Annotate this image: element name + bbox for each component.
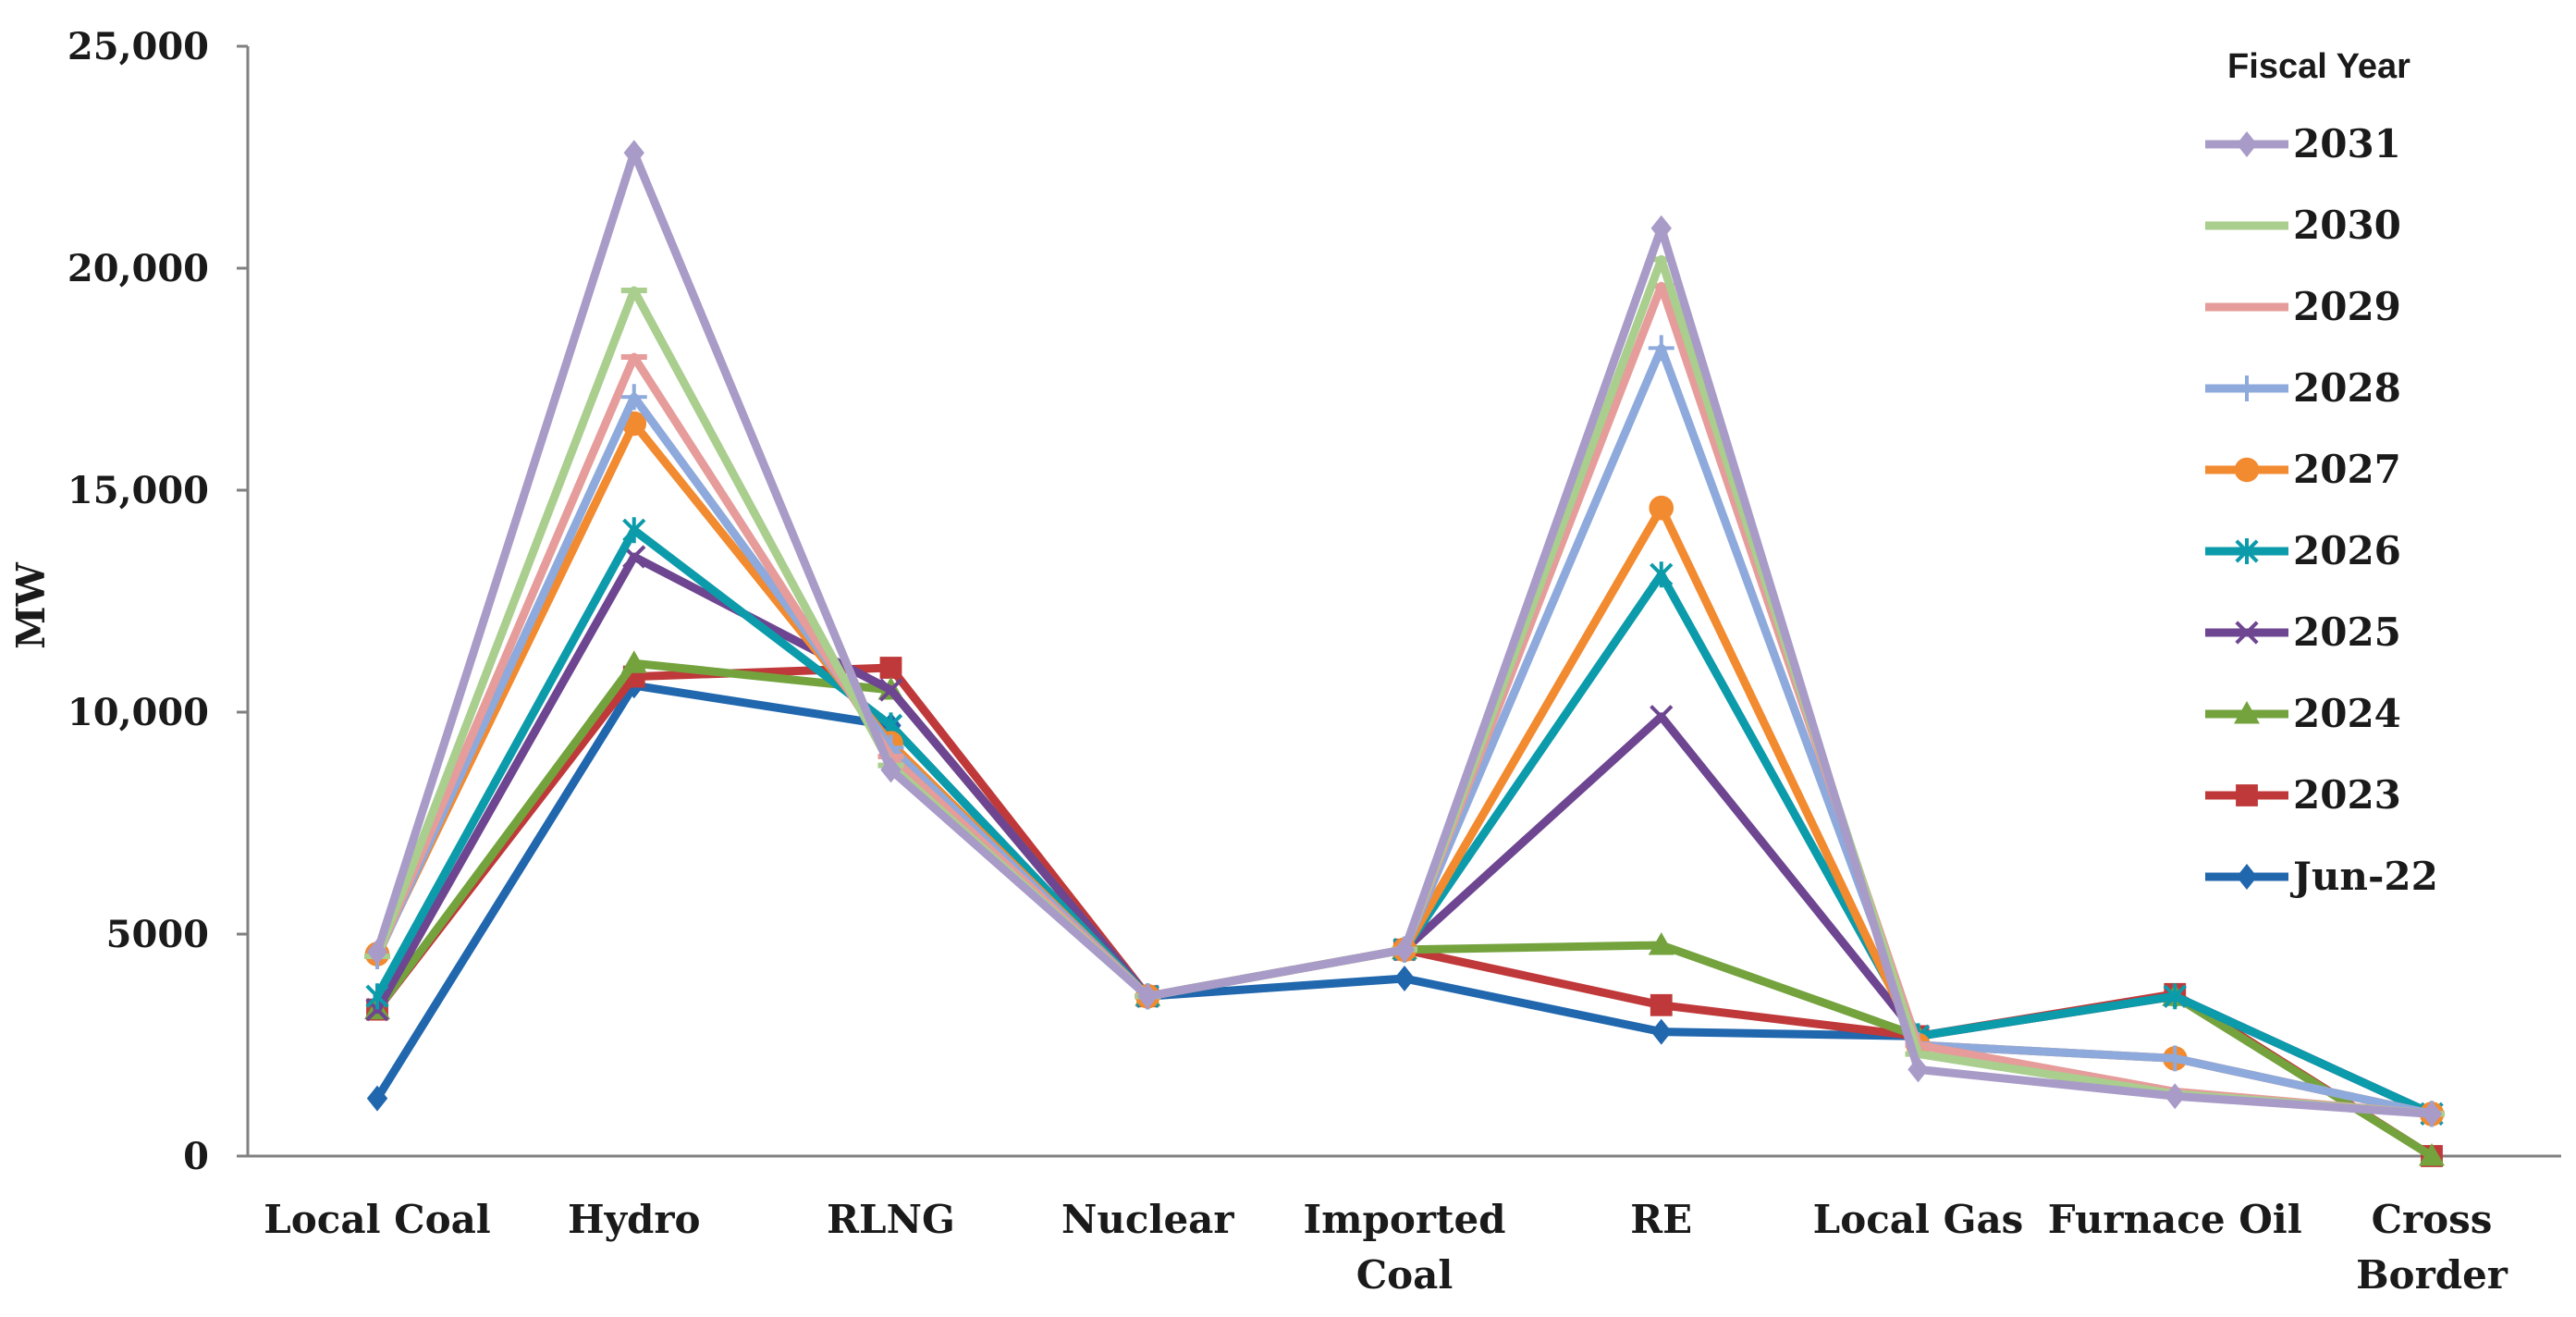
data-point xyxy=(2421,1101,2443,1127)
legend-item: 2028 xyxy=(2205,365,2401,411)
data-point xyxy=(2234,457,2260,483)
data-point xyxy=(1393,966,1416,991)
x-tick-label-line: Local Coal xyxy=(264,1197,491,1242)
y-tick-label: 15,000 xyxy=(67,469,209,512)
y-axis-label: MW xyxy=(8,561,54,648)
x-tick-label-line: Local Gas xyxy=(1813,1197,2024,1242)
legend-item: 2023 xyxy=(2205,772,2401,818)
series-line xyxy=(373,419,2436,1118)
data-point xyxy=(2235,621,2259,645)
x-tick-label-line: RLNG xyxy=(827,1197,955,1242)
y-tick-label: 0 xyxy=(183,1135,209,1178)
legend-label: 2031 xyxy=(2293,121,2401,166)
x-tick-label-line: Border xyxy=(2356,1252,2509,1298)
legend-label: 2029 xyxy=(2293,284,2401,329)
x-tick-label: Local Gas xyxy=(1813,1197,2024,1242)
data-point xyxy=(2234,701,2260,724)
legend-item: 2030 xyxy=(2205,203,2401,248)
data-point xyxy=(366,939,388,966)
data-point xyxy=(620,384,647,411)
x-tick-label-line: Cross xyxy=(2372,1197,2493,1242)
data-point xyxy=(365,983,389,1010)
data-point xyxy=(880,757,902,783)
legend-item: 2026 xyxy=(2205,528,2401,573)
x-tick-label: RE xyxy=(1630,1197,1692,1242)
data-point xyxy=(620,650,647,673)
data-point xyxy=(2165,1083,2186,1110)
x-tick-label-line: Nuclear xyxy=(1061,1197,1234,1242)
series-2025 xyxy=(365,545,2444,1126)
data-point xyxy=(1648,932,1674,955)
axes: 0 5000 10,000 15,000 20,000 25,000 Local Coal H… xyxy=(67,25,2561,1298)
x-tick-label: Local Coal xyxy=(264,1197,491,1242)
series-2031 xyxy=(366,140,2443,1127)
x-tick-label: Cross Border xyxy=(2356,1197,2509,1298)
data-point xyxy=(1649,495,1674,521)
x-tick-label-line: RE xyxy=(1630,1197,1692,1242)
legend-item: 2029 xyxy=(2205,284,2401,329)
x-tick-label-line: Coal xyxy=(1356,1252,1454,1298)
data-point xyxy=(622,517,646,544)
legend-label: 2027 xyxy=(2293,447,2401,492)
data-point xyxy=(2236,784,2258,806)
x-tick-label: Imported Coal xyxy=(1303,1197,1505,1298)
legend-label: 2025 xyxy=(2293,609,2401,655)
data-point xyxy=(2235,538,2259,564)
legend-label: 2023 xyxy=(2293,772,2401,818)
x-tick-label: Nuclear xyxy=(1061,1197,1234,1242)
data-point xyxy=(2236,864,2258,890)
series-2027 xyxy=(364,411,2445,1126)
legend-item: 2024 xyxy=(2205,691,2401,736)
data-point xyxy=(2162,1045,2189,1072)
data-point xyxy=(1137,983,1159,1010)
legend-label: 2028 xyxy=(2293,365,2401,411)
data-point xyxy=(2234,375,2260,401)
data-point xyxy=(1650,561,1674,588)
legend-label: 2026 xyxy=(2293,528,2401,573)
x-tick-label: Furnace Oil xyxy=(2048,1197,2302,1242)
data-point xyxy=(1650,1018,1672,1045)
data-point xyxy=(1650,215,1672,241)
data-point xyxy=(1650,705,1674,729)
legend-label: Jun-22 xyxy=(2289,854,2438,899)
legend-item: Jun-22 xyxy=(2205,854,2438,899)
data-point xyxy=(1907,1056,1929,1083)
series-line xyxy=(373,681,2436,1118)
data-point xyxy=(878,678,903,702)
legend-label: 2030 xyxy=(2293,203,2401,248)
data-point xyxy=(1393,936,1416,963)
data-point xyxy=(1648,335,1674,362)
y-tick-label: 20,000 xyxy=(67,247,209,290)
legend-label: 2024 xyxy=(2293,691,2401,736)
x-tick-label: RLNG xyxy=(827,1197,955,1242)
legend: Fiscal Year 2031 2030 2029 2028 2027 2026 2025 2… xyxy=(2205,47,2438,899)
y-tick-label: 25,000 xyxy=(67,25,209,68)
x-tick-label-line: Furnace Oil xyxy=(2048,1197,2302,1242)
series-line xyxy=(373,552,2436,1118)
series-layer xyxy=(364,140,2445,1167)
data-point xyxy=(1650,993,1673,1016)
series-line xyxy=(373,525,2436,1118)
legend-title: Fiscal Year xyxy=(2227,47,2410,86)
x-tick-label-line: Imported xyxy=(1303,1197,1505,1242)
x-tick-label-line: Hydro xyxy=(568,1197,701,1242)
y-tick-label: 10,000 xyxy=(67,691,209,734)
legend-item: 2031 xyxy=(2205,121,2401,166)
x-tick-label: Hydro xyxy=(568,1197,701,1242)
data-point xyxy=(2419,1143,2445,1166)
data-point xyxy=(879,657,902,679)
data-point xyxy=(2163,983,2187,1010)
legend-item: 2027 xyxy=(2205,447,2401,492)
data-point xyxy=(2236,131,2258,157)
data-point xyxy=(623,140,644,166)
series-2028 xyxy=(364,335,2445,1127)
series-2026 xyxy=(365,517,2444,1127)
legend-item: 2025 xyxy=(2205,609,2401,655)
data-point xyxy=(366,1085,388,1112)
y-tick-label: 5000 xyxy=(106,913,209,956)
